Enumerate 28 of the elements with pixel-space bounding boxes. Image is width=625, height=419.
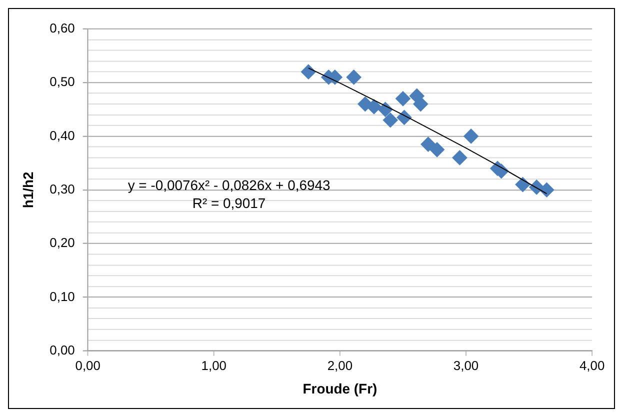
point	[366, 99, 382, 114]
x-axis-title: Froude (Fr)	[302, 380, 378, 397]
point	[430, 142, 444, 158]
point	[346, 70, 362, 85]
x-tick-label: 2,00	[327, 358, 353, 374]
point	[382, 112, 398, 128]
y-tick-label: 0,40	[50, 128, 75, 143]
y-tick-label: 0,10	[50, 288, 75, 304]
x-tick-label: 0,00	[75, 358, 100, 374]
annotation: y = -0,0076x² - 0,0826x + 0,6943	[128, 176, 330, 193]
y-tick-label: 0,60	[50, 20, 75, 36]
y-tick-label: 0,30	[50, 181, 75, 196]
x-tick-label: 3,00	[453, 358, 479, 374]
y-tick-label: 0,20	[50, 235, 75, 250]
y-axis-title: h1/h2	[20, 171, 36, 208]
point	[539, 182, 554, 198]
point	[413, 96, 428, 112]
x-tick-label: 1,00	[201, 358, 227, 374]
y-tick-label: 0,50	[50, 74, 75, 90]
annotation: R² = 0,9017	[192, 194, 266, 211]
x-tick-label: 4,00	[579, 358, 605, 374]
point	[378, 102, 393, 117]
point	[452, 150, 468, 166]
y-tick-label: 0,00	[50, 342, 75, 358]
point	[420, 136, 436, 152]
point	[396, 91, 410, 106]
point	[464, 128, 479, 144]
point	[300, 64, 316, 80]
